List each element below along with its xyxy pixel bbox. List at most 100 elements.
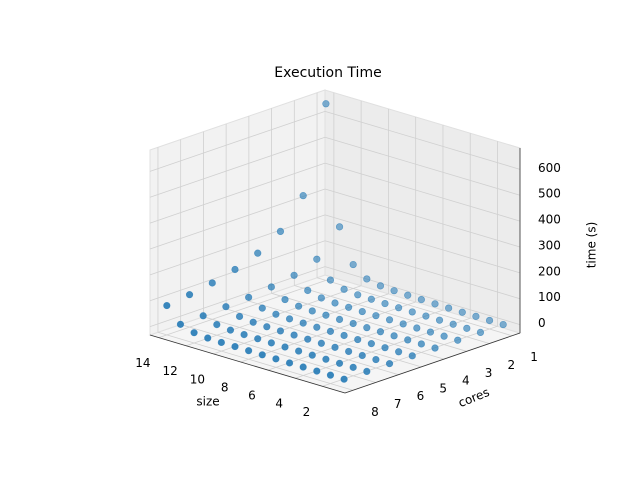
point <box>331 343 339 351</box>
point <box>435 316 444 324</box>
z-tick-label: 300 <box>538 238 561 252</box>
point <box>308 351 316 359</box>
grid-line <box>149 162 326 224</box>
point <box>208 279 216 287</box>
point <box>445 304 453 312</box>
point <box>245 293 253 301</box>
point <box>404 336 412 344</box>
point <box>285 359 294 367</box>
point <box>372 312 380 320</box>
point <box>358 351 366 360</box>
z-tick-label: 500 <box>538 187 561 201</box>
point <box>335 315 344 324</box>
point <box>313 367 321 375</box>
point <box>326 327 335 335</box>
x-tick-label: 14 <box>135 356 150 370</box>
point <box>231 342 239 351</box>
y-tick-label: 6 <box>417 389 425 403</box>
grid-line <box>149 214 326 276</box>
point <box>240 330 248 339</box>
point <box>204 334 212 342</box>
y-tick-label: 5 <box>439 381 447 395</box>
point <box>272 310 280 318</box>
y-tick-label: 2 <box>507 358 515 372</box>
grid-line <box>316 277 513 337</box>
point <box>276 327 285 335</box>
point <box>331 299 339 307</box>
point <box>281 343 289 351</box>
point <box>340 285 348 293</box>
point <box>385 316 394 324</box>
point <box>254 249 262 257</box>
point <box>349 363 357 371</box>
point <box>322 355 330 363</box>
point <box>376 328 385 336</box>
point <box>381 344 389 352</box>
point <box>290 331 298 339</box>
point <box>476 328 485 336</box>
point <box>354 335 362 344</box>
point <box>340 331 348 340</box>
chart-title: Execution Time <box>274 65 381 81</box>
point <box>454 336 462 344</box>
point <box>381 299 389 308</box>
point <box>326 371 335 379</box>
point <box>267 283 275 291</box>
z-axis-label: time (s) <box>585 222 599 269</box>
point <box>363 275 371 283</box>
x-tick-label: 8 <box>221 380 229 394</box>
point <box>372 355 380 364</box>
point <box>472 312 480 320</box>
z-tick-label: 100 <box>538 290 561 304</box>
point <box>499 320 507 329</box>
point <box>281 295 289 304</box>
point <box>308 307 316 315</box>
point <box>417 340 425 348</box>
grid-line <box>248 300 444 360</box>
grid-line <box>271 292 467 352</box>
x-tick-label: 6 <box>248 389 256 403</box>
grid-line <box>157 331 354 391</box>
axis-line <box>149 334 346 394</box>
z-tick-label: 400 <box>538 213 561 227</box>
point <box>322 100 330 108</box>
y-tick-label: 3 <box>485 366 493 380</box>
grid-line <box>226 308 422 368</box>
point <box>322 311 330 319</box>
point <box>222 303 230 311</box>
point <box>163 301 171 310</box>
point <box>335 223 344 231</box>
point <box>485 316 494 325</box>
point <box>299 319 307 327</box>
grid-line <box>324 162 521 222</box>
point <box>304 286 312 295</box>
x-tick-label: 2 <box>303 405 311 419</box>
grid-line <box>149 188 326 250</box>
point <box>363 324 371 332</box>
point <box>413 324 421 332</box>
point <box>449 320 457 328</box>
point <box>313 255 321 263</box>
point <box>304 335 312 343</box>
point <box>290 271 298 279</box>
point <box>313 323 321 331</box>
point <box>317 339 325 347</box>
grid-line <box>158 277 334 339</box>
point <box>354 291 362 299</box>
point <box>190 329 198 337</box>
point <box>258 351 266 359</box>
point <box>272 355 280 363</box>
point <box>417 295 425 304</box>
grid-line <box>324 266 521 325</box>
point <box>349 319 357 328</box>
point <box>295 302 303 310</box>
y-tick-label: 7 <box>394 397 402 411</box>
x-tick-label: 12 <box>162 364 177 378</box>
grid-line <box>203 316 399 376</box>
point <box>431 300 439 308</box>
z-tick-label: 0 <box>538 316 546 330</box>
point <box>340 375 348 383</box>
grid-line <box>149 136 326 198</box>
axis-line <box>344 332 521 394</box>
